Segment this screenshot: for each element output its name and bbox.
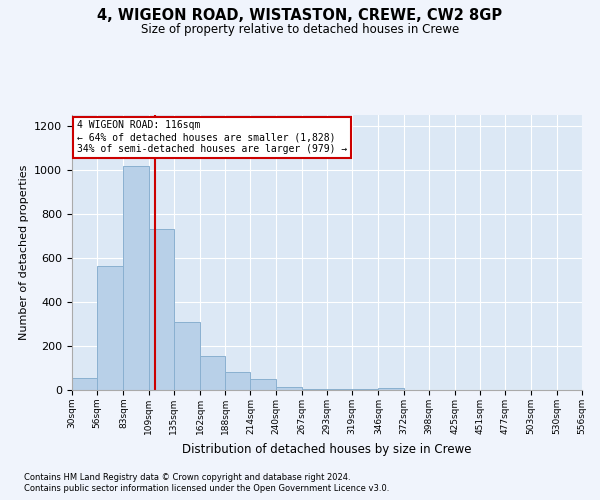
Bar xyxy=(149,230,174,390)
Bar xyxy=(352,389,379,390)
Bar xyxy=(379,388,404,390)
Bar xyxy=(250,379,275,390)
Text: Contains HM Land Registry data © Crown copyright and database right 2024.: Contains HM Land Registry data © Crown c… xyxy=(24,472,350,482)
Text: 4 WIGEON ROAD: 116sqm
← 64% of detached houses are smaller (1,828)
34% of semi-d: 4 WIGEON ROAD: 116sqm ← 64% of detached … xyxy=(77,120,347,154)
Text: 4, WIGEON ROAD, WISTASTON, CREWE, CW2 8GP: 4, WIGEON ROAD, WISTASTON, CREWE, CW2 8G… xyxy=(97,8,503,22)
Bar xyxy=(124,166,149,390)
Y-axis label: Number of detached properties: Number of detached properties xyxy=(19,165,29,340)
Bar xyxy=(275,386,302,390)
Bar xyxy=(200,356,225,390)
Text: Contains public sector information licensed under the Open Government Licence v3: Contains public sector information licen… xyxy=(24,484,389,493)
Text: Distribution of detached houses by size in Crewe: Distribution of detached houses by size … xyxy=(182,442,472,456)
Bar xyxy=(225,372,250,390)
Bar xyxy=(174,322,200,390)
Bar xyxy=(302,389,327,390)
Text: Size of property relative to detached houses in Crewe: Size of property relative to detached ho… xyxy=(141,22,459,36)
Bar xyxy=(72,378,97,390)
Bar xyxy=(327,389,352,390)
Bar xyxy=(97,266,124,390)
